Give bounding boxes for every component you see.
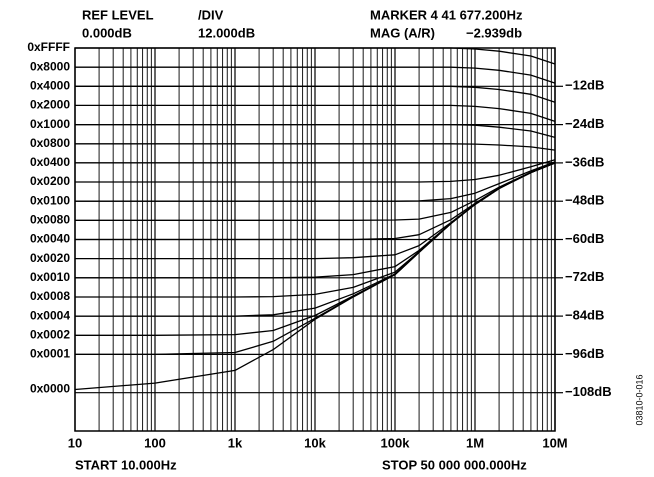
series-line	[75, 104, 556, 123]
y-tick-label: −48dB	[565, 193, 604, 208]
div-label: /DIV	[198, 7, 224, 22]
series-label: 0x0008	[30, 289, 70, 303]
y-tick-label: −96dB	[565, 346, 604, 361]
series-line	[75, 66, 556, 84]
marker-mag-label: MAG (A/R)	[370, 25, 435, 40]
y-tick-label: −84dB	[565, 308, 604, 323]
series-label: 0x8000	[30, 59, 70, 73]
series-label: 0x1000	[30, 117, 70, 131]
series-label: 0x0100	[30, 193, 70, 207]
y-tick-label: −36dB	[565, 154, 604, 169]
y-tick-label: −24dB	[565, 116, 604, 131]
x-tick-label: 100	[144, 435, 166, 450]
series-label: 0x0800	[30, 136, 70, 150]
series-label: 0x0004	[30, 308, 70, 322]
series-label: 0x0002	[30, 327, 70, 341]
marker-mag-value: −2.939db	[466, 25, 522, 40]
ref-level-value: 0.000dB	[82, 25, 132, 40]
series-label: 0x0400	[30, 155, 70, 169]
series-label: 0x2000	[30, 98, 70, 112]
series-label: 0x4000	[30, 78, 70, 92]
x-tick-label: 1M	[466, 435, 484, 450]
x-tick-label: 10M	[542, 435, 567, 450]
x-tick-label: 1k	[228, 435, 243, 450]
x-tick-label: 10k	[304, 435, 326, 450]
series-line	[75, 161, 556, 221]
series-label: 0x0001	[30, 347, 70, 361]
start-text: START 10.000Hz	[75, 457, 177, 472]
series-line	[75, 85, 556, 103]
y-tick-label: −72dB	[565, 269, 604, 284]
series-label: 0x0080	[30, 213, 70, 227]
series-line	[74, 162, 556, 391]
series-label: 0x0040	[30, 232, 70, 246]
y-tick-label: −12dB	[565, 78, 604, 93]
marker-text: MARKER 4 41 677.200Hz	[370, 7, 523, 22]
div-value: 12.000dB	[198, 25, 255, 40]
y-tick-label: −108dB	[565, 384, 612, 399]
series-label: 0x0010	[30, 270, 70, 284]
x-tick-label: 100k	[381, 435, 411, 450]
figure-id: 03810-0-016	[634, 374, 644, 425]
series-label: 0xFFFF	[27, 40, 70, 54]
series-line	[75, 123, 556, 139]
x-tick-label: 10	[68, 435, 82, 450]
series-line	[75, 161, 556, 202]
ref-level-label: REF LEVEL	[82, 7, 154, 22]
y-tick-label: −60dB	[565, 231, 604, 246]
series-line	[75, 159, 556, 183]
stop-text: STOP 50 000 000.000Hz	[382, 457, 527, 472]
series-label: 0x0020	[30, 251, 70, 265]
series-line	[75, 47, 556, 65]
series-line	[75, 143, 556, 151]
series-label: 0x0200	[30, 174, 70, 188]
series-label: 0x0000	[30, 382, 70, 396]
